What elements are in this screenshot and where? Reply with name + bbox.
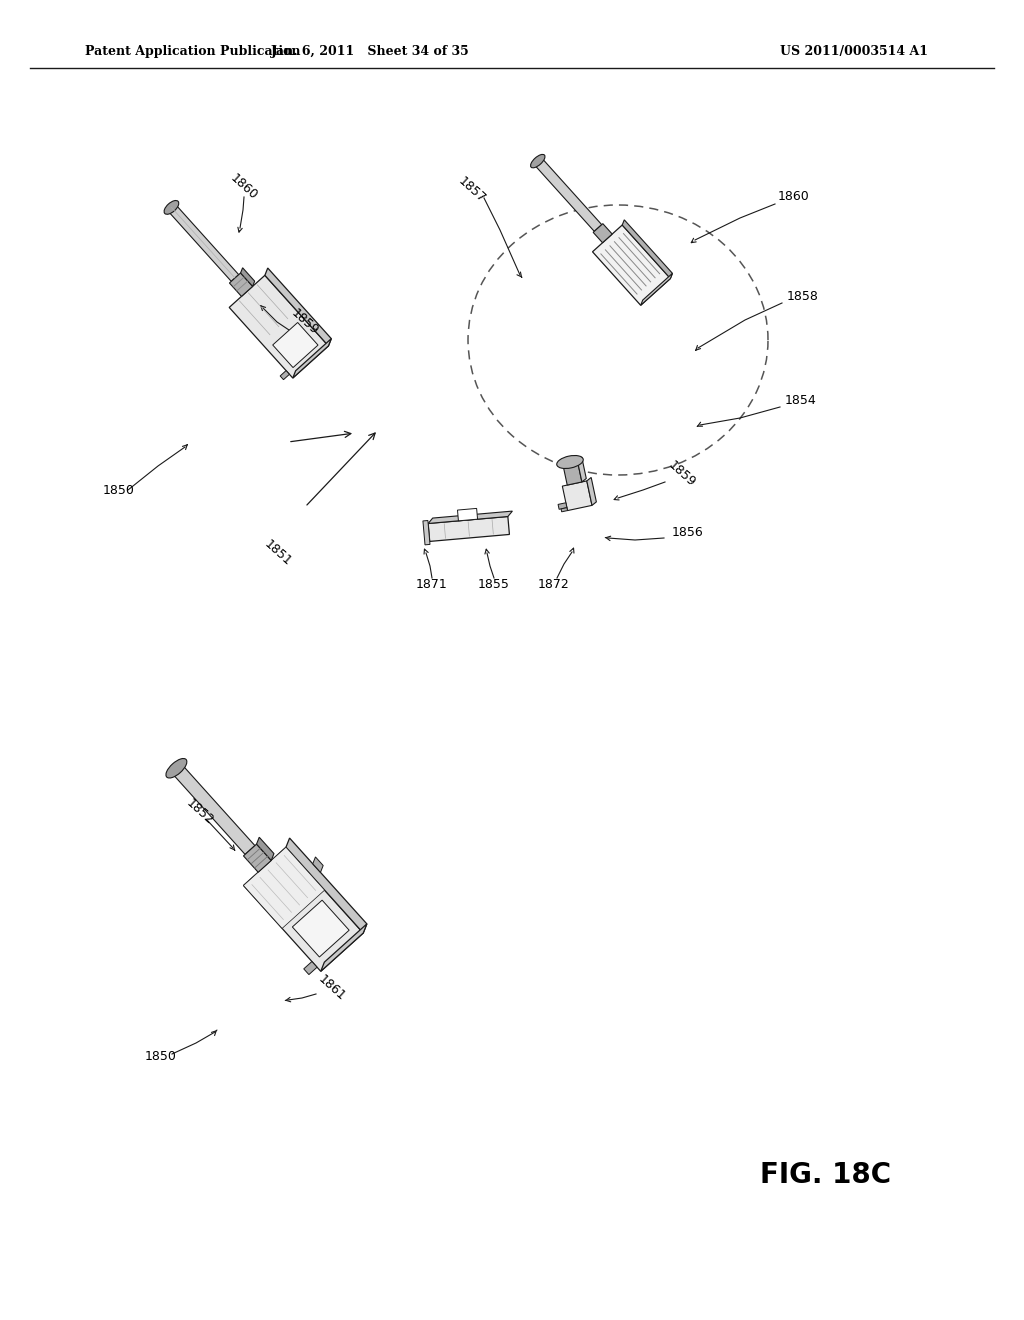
Text: 1850: 1850 (145, 1049, 177, 1063)
Text: FIG. 18C: FIG. 18C (760, 1162, 891, 1189)
Text: 1856: 1856 (672, 527, 703, 540)
Ellipse shape (164, 201, 179, 214)
Polygon shape (286, 838, 367, 933)
Text: 1852: 1852 (184, 796, 216, 828)
Polygon shape (561, 508, 567, 512)
Polygon shape (558, 503, 567, 510)
Polygon shape (312, 857, 324, 873)
Polygon shape (257, 837, 274, 861)
Polygon shape (241, 268, 255, 286)
Polygon shape (562, 480, 592, 511)
Ellipse shape (557, 455, 584, 469)
Polygon shape (168, 205, 239, 281)
Polygon shape (623, 220, 673, 279)
Text: 1855: 1855 (478, 578, 510, 591)
Polygon shape (244, 847, 364, 972)
Text: 1857: 1857 (456, 174, 488, 206)
Polygon shape (428, 511, 512, 524)
Polygon shape (229, 273, 253, 297)
Text: 1872: 1872 (539, 578, 570, 590)
Polygon shape (281, 371, 290, 380)
Polygon shape (244, 847, 325, 928)
Polygon shape (423, 520, 430, 545)
Text: 1860: 1860 (228, 172, 260, 202)
Polygon shape (593, 223, 612, 243)
Text: 1851: 1851 (262, 537, 294, 569)
Text: 1871: 1871 (416, 578, 447, 591)
Polygon shape (562, 461, 582, 484)
Text: 1858: 1858 (787, 289, 819, 302)
Polygon shape (321, 924, 367, 972)
Polygon shape (578, 457, 587, 482)
Text: Jan. 6, 2011   Sheet 34 of 35: Jan. 6, 2011 Sheet 34 of 35 (270, 45, 469, 58)
Text: 1860: 1860 (778, 190, 810, 203)
Text: Patent Application Publication: Patent Application Publication (85, 45, 300, 58)
Polygon shape (587, 478, 596, 506)
Polygon shape (593, 224, 671, 305)
Polygon shape (229, 276, 329, 378)
Polygon shape (458, 508, 477, 521)
Polygon shape (641, 273, 673, 305)
Text: 1859: 1859 (666, 458, 698, 490)
Polygon shape (244, 843, 271, 873)
Text: 1859: 1859 (289, 306, 322, 338)
Polygon shape (535, 158, 602, 231)
Text: US 2011/0003514 A1: US 2011/0003514 A1 (780, 45, 928, 58)
Ellipse shape (166, 759, 186, 777)
Polygon shape (272, 322, 318, 367)
Polygon shape (428, 516, 509, 541)
Text: 1861: 1861 (315, 973, 348, 1003)
Text: 1850: 1850 (103, 483, 135, 496)
Polygon shape (265, 268, 332, 346)
Ellipse shape (530, 154, 545, 168)
Text: 1854: 1854 (785, 393, 817, 407)
Polygon shape (292, 900, 349, 957)
Polygon shape (304, 961, 317, 974)
Polygon shape (293, 339, 332, 378)
Polygon shape (171, 764, 255, 854)
